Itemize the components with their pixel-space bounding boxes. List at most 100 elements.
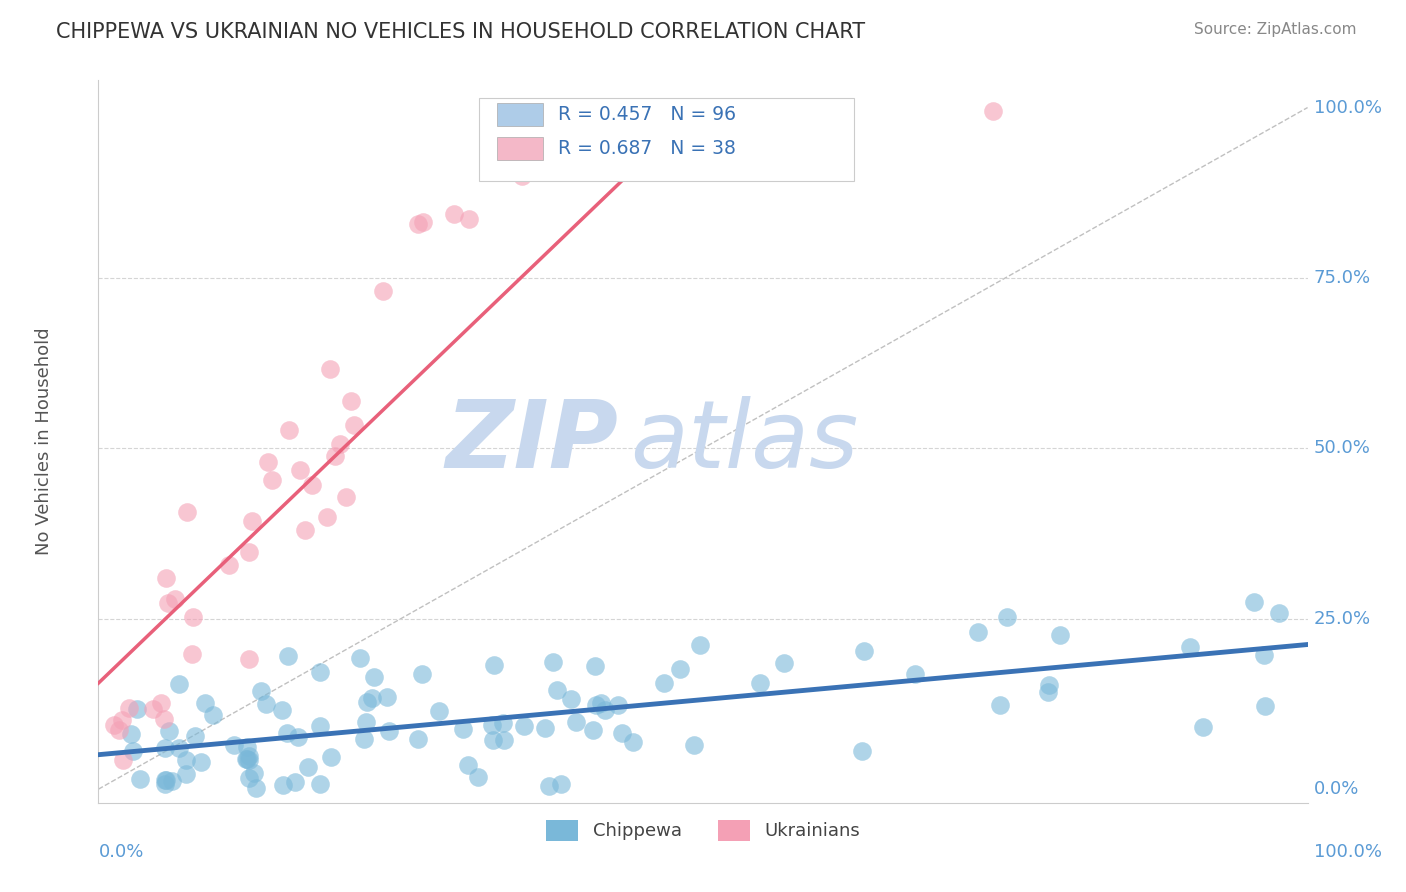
Point [363, 670, 385, 684]
Point [538, 779, 561, 793]
Text: CHIPPEWA VS UKRAINIAN NO VEHICLES IN HOUSEHOLD CORRELATION CHART: CHIPPEWA VS UKRAINIAN NO VEHICLES IN HOU… [56, 22, 865, 42]
Text: 25.0%: 25.0% [1313, 610, 1371, 628]
Point [156, 597, 179, 611]
Point [238, 753, 260, 767]
Point [107, 723, 129, 737]
Point [277, 423, 299, 437]
Point [150, 696, 173, 710]
Point [406, 218, 429, 232]
Point [218, 558, 240, 573]
Point [155, 571, 177, 585]
Point [194, 697, 217, 711]
Point [163, 591, 186, 606]
Point [284, 774, 307, 789]
Point [153, 777, 176, 791]
Point [316, 509, 339, 524]
Text: ZIP: ZIP [446, 395, 619, 488]
Point [157, 724, 180, 739]
Point [683, 738, 706, 752]
Point [411, 667, 433, 681]
Point [152, 712, 174, 726]
Text: 100.0%: 100.0% [1313, 98, 1382, 117]
Point [297, 760, 319, 774]
Point [510, 169, 533, 183]
Point [1036, 685, 1059, 699]
Point [1268, 606, 1291, 620]
Point [406, 731, 429, 746]
Point [153, 741, 176, 756]
Point [142, 702, 165, 716]
Point [492, 733, 515, 747]
Point [534, 721, 557, 735]
Point [356, 694, 378, 708]
Point [238, 652, 260, 666]
Point [550, 777, 572, 791]
Text: 0.0%: 0.0% [1313, 780, 1360, 798]
Point [484, 658, 506, 673]
Point [443, 207, 465, 221]
Point [245, 780, 267, 795]
Point [607, 698, 630, 712]
Text: 0.0%: 0.0% [98, 843, 143, 861]
Point [224, 738, 246, 752]
Point [174, 753, 197, 767]
Bar [498, 137, 543, 161]
Point [167, 677, 190, 691]
Point [249, 684, 271, 698]
Point [180, 647, 202, 661]
Point [427, 704, 450, 718]
Point [111, 753, 134, 767]
Point [457, 758, 479, 772]
Point [1254, 698, 1277, 713]
Point [335, 490, 357, 504]
Point [1180, 640, 1202, 655]
Point [155, 772, 177, 787]
Point [851, 744, 873, 758]
Point [467, 770, 489, 784]
Point [481, 718, 503, 732]
Point [236, 752, 259, 766]
Point [583, 659, 606, 673]
Point [852, 644, 875, 658]
FancyBboxPatch shape [479, 98, 855, 181]
Point [111, 713, 134, 727]
Point [340, 394, 363, 409]
Point [176, 505, 198, 519]
Text: No Vehicles in Household: No Vehicles in Household [35, 327, 53, 556]
Point [319, 750, 342, 764]
Point [967, 625, 990, 640]
Point [257, 455, 280, 469]
Point [689, 638, 711, 652]
Point [546, 683, 568, 698]
Point [309, 719, 332, 733]
Point [1253, 648, 1275, 662]
Point [669, 663, 692, 677]
Point [103, 718, 125, 732]
Point [277, 649, 299, 664]
Point [749, 676, 772, 690]
Point [412, 215, 434, 229]
Point [1038, 678, 1060, 692]
Point [610, 726, 633, 740]
Text: R = 0.687   N = 38: R = 0.687 N = 38 [558, 139, 735, 159]
Point [287, 730, 309, 744]
Point [591, 696, 613, 710]
Point [318, 362, 340, 376]
Point [565, 715, 588, 730]
Point [652, 675, 675, 690]
Point [181, 609, 204, 624]
Point [235, 752, 257, 766]
Point [238, 771, 260, 785]
Text: 100.0%: 100.0% [1313, 843, 1382, 861]
Point [162, 773, 184, 788]
Text: Source: ZipAtlas.com: Source: ZipAtlas.com [1194, 22, 1357, 37]
Bar [498, 103, 543, 126]
Point [513, 719, 536, 733]
Point [1049, 628, 1071, 642]
Point [373, 284, 395, 298]
Point [585, 698, 607, 713]
Point [343, 418, 366, 433]
Point [262, 473, 284, 487]
Point [243, 766, 266, 780]
Point [482, 733, 505, 747]
